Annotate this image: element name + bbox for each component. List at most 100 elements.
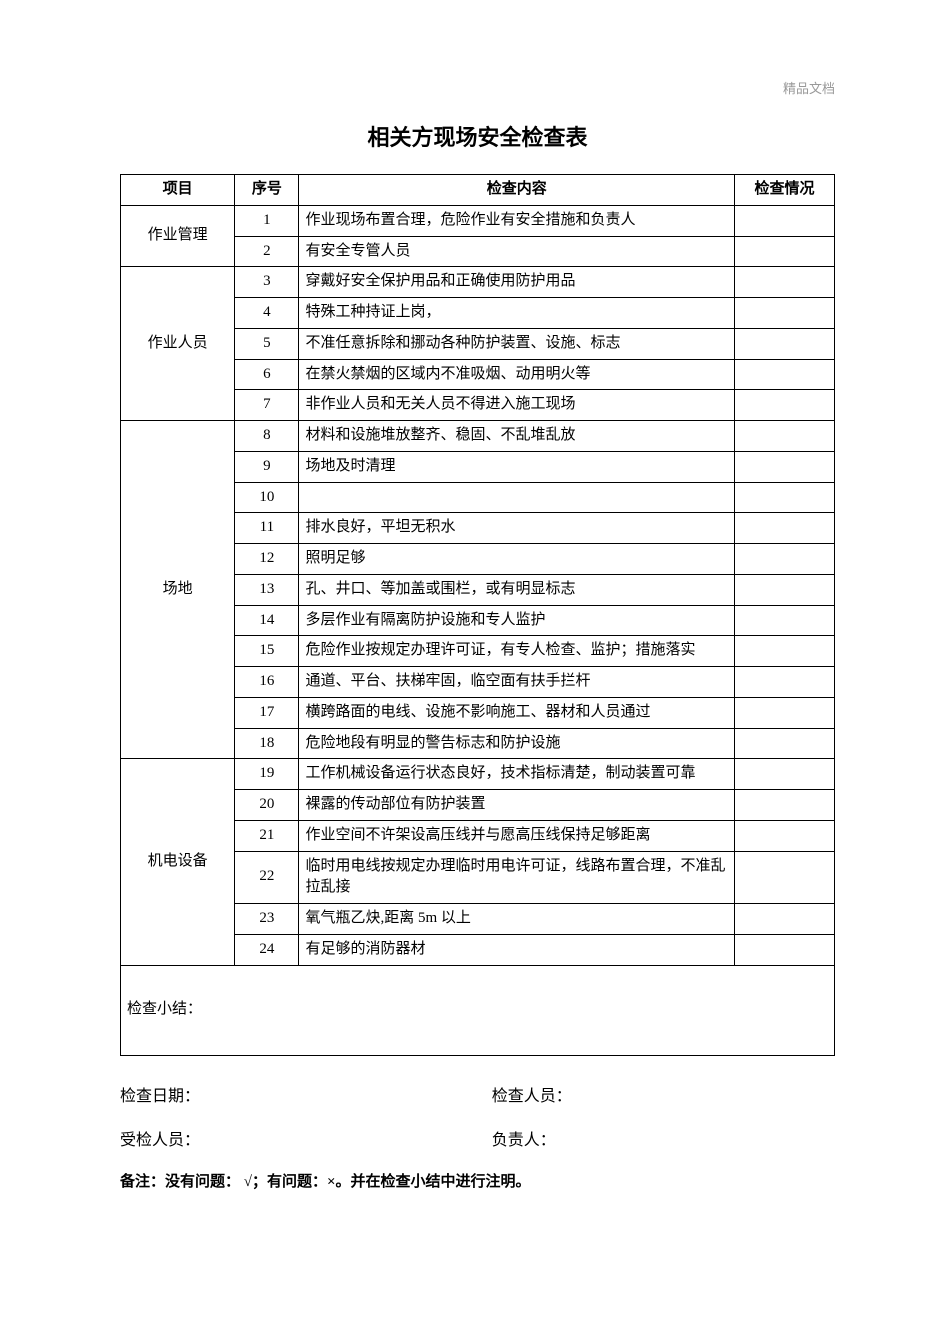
signature-row: 检查日期： 检查人员： [120, 1082, 835, 1106]
row-number-cell: 24 [235, 934, 299, 965]
inspectors-label: 检查人员： [492, 1082, 835, 1106]
row-status-cell [735, 728, 835, 759]
header-status: 检查情况 [735, 175, 835, 206]
row-status-cell [735, 328, 835, 359]
row-status-cell [735, 790, 835, 821]
row-content-cell: 工作机械设备运行状态良好，技术指标清楚，制动装置可靠 [299, 759, 735, 790]
row-content-cell [299, 482, 735, 513]
header-category: 项目 [121, 175, 235, 206]
row-number-cell: 23 [235, 904, 299, 935]
header-content: 检查内容 [299, 175, 735, 206]
row-status-cell [735, 236, 835, 267]
row-status-cell [735, 205, 835, 236]
inspection-date-label: 检查日期： [120, 1082, 492, 1106]
row-number-cell: 5 [235, 328, 299, 359]
table-row: 机电设备19工作机械设备运行状态良好，技术指标清楚，制动装置可靠 [121, 759, 835, 790]
table-row: 作业管理1作业现场布置合理，危险作业有安全措施和负责人 [121, 205, 835, 236]
row-content-cell: 非作业人员和无关人员不得进入施工现场 [299, 390, 735, 421]
note-text: 备注：没有问题： √；有问题：×。并在检查小结中进行注明。 [120, 1170, 835, 1191]
category-cell: 场地 [121, 421, 235, 759]
row-number-cell: 4 [235, 298, 299, 329]
row-content-cell: 通道、平台、扶梯牢固，临空面有扶手拦杆 [299, 667, 735, 698]
row-content-cell: 照明足够 [299, 544, 735, 575]
row-content-cell: 危险地段有明显的警告标志和防护设施 [299, 728, 735, 759]
row-content-cell: 特殊工种持证上岗， [299, 298, 735, 329]
row-number-cell: 22 [235, 851, 299, 904]
row-number-cell: 16 [235, 667, 299, 698]
table-row: 场地8材料和设施堆放整齐、稳固、不乱堆乱放 [121, 421, 835, 452]
table-header-row: 项目 序号 检查内容 检查情况 [121, 175, 835, 206]
row-status-cell [735, 544, 835, 575]
row-content-cell: 氧气瓶乙炔,距离 5m 以上 [299, 904, 735, 935]
row-content-cell: 孔、井口、等加盖或围栏，或有明显标志 [299, 574, 735, 605]
row-status-cell [735, 851, 835, 904]
row-number-cell: 13 [235, 574, 299, 605]
row-number-cell: 8 [235, 421, 299, 452]
row-status-cell [735, 820, 835, 851]
row-number-cell: 19 [235, 759, 299, 790]
row-number-cell: 15 [235, 636, 299, 667]
inspected-person-label: 受检人员： [120, 1126, 492, 1150]
row-number-cell: 6 [235, 359, 299, 390]
row-status-cell [735, 451, 835, 482]
row-status-cell [735, 697, 835, 728]
row-content-cell: 穿戴好安全保护用品和正确使用防护用品 [299, 267, 735, 298]
row-content-cell: 有安全专管人员 [299, 236, 735, 267]
row-status-cell [735, 482, 835, 513]
row-status-cell [735, 267, 835, 298]
row-number-cell: 14 [235, 605, 299, 636]
row-content-cell: 材料和设施堆放整齐、稳固、不乱堆乱放 [299, 421, 735, 452]
row-status-cell [735, 667, 835, 698]
row-status-cell [735, 574, 835, 605]
summary-cell: 检查小结： [121, 965, 835, 1055]
row-content-cell: 在禁火禁烟的区域内不准吸烟、动用明火等 [299, 359, 735, 390]
row-number-cell: 17 [235, 697, 299, 728]
document-page: 精品文档 相关方现场安全检查表 项目 序号 检查内容 检查情况 作业管理1作业现… [0, 0, 945, 1261]
row-status-cell [735, 934, 835, 965]
row-status-cell [735, 759, 835, 790]
responsible-label: 负责人： [492, 1126, 835, 1150]
row-number-cell: 11 [235, 513, 299, 544]
row-status-cell [735, 605, 835, 636]
row-number-cell: 9 [235, 451, 299, 482]
row-status-cell [735, 513, 835, 544]
category-cell: 作业管理 [121, 205, 235, 267]
row-content-cell: 危险作业按规定办理许可证，有专人检查、监护；措施落实 [299, 636, 735, 667]
row-number-cell: 3 [235, 267, 299, 298]
row-status-cell [735, 421, 835, 452]
row-status-cell [735, 904, 835, 935]
row-status-cell [735, 390, 835, 421]
row-number-cell: 20 [235, 790, 299, 821]
row-number-cell: 12 [235, 544, 299, 575]
table-body: 作业管理1作业现场布置合理，危险作业有安全措施和负责人2有安全专管人员作业人员3… [121, 205, 835, 1055]
table-row: 作业人员3穿戴好安全保护用品和正确使用防护用品 [121, 267, 835, 298]
row-content-cell: 不准任意拆除和挪动各种防护装置、设施、标志 [299, 328, 735, 359]
row-content-cell: 裸露的传动部位有防护装置 [299, 790, 735, 821]
row-number-cell: 10 [235, 482, 299, 513]
row-status-cell [735, 636, 835, 667]
row-status-cell [735, 298, 835, 329]
signature-block: 检查日期： 检查人员： 受检人员： 负责人： [120, 1082, 835, 1150]
category-cell: 机电设备 [121, 759, 235, 965]
row-content-cell: 横跨路面的电线、设施不影响施工、器材和人员通过 [299, 697, 735, 728]
header-no: 序号 [235, 175, 299, 206]
row-number-cell: 7 [235, 390, 299, 421]
document-title: 相关方现场安全检查表 [120, 120, 835, 152]
row-content-cell: 排水良好，平坦无积水 [299, 513, 735, 544]
row-content-cell: 有足够的消防器材 [299, 934, 735, 965]
watermark-text: 精品文档 [783, 78, 835, 97]
row-content-cell: 多层作业有隔离防护设施和专人监护 [299, 605, 735, 636]
row-content-cell: 临时用电线按规定办理临时用电许可证，线路布置合理，不准乱拉乱接 [299, 851, 735, 904]
category-cell: 作业人员 [121, 267, 235, 421]
row-number-cell: 1 [235, 205, 299, 236]
inspection-table: 项目 序号 检查内容 检查情况 作业管理1作业现场布置合理，危险作业有安全措施和… [120, 174, 835, 1056]
summary-row: 检查小结： [121, 965, 835, 1055]
row-content-cell: 作业现场布置合理，危险作业有安全措施和负责人 [299, 205, 735, 236]
row-status-cell [735, 359, 835, 390]
row-number-cell: 2 [235, 236, 299, 267]
row-number-cell: 18 [235, 728, 299, 759]
row-number-cell: 21 [235, 820, 299, 851]
signature-row: 受检人员： 负责人： [120, 1126, 835, 1150]
row-content-cell: 作业空间不许架设高压线并与愿高压线保持足够距离 [299, 820, 735, 851]
row-content-cell: 场地及时清理 [299, 451, 735, 482]
